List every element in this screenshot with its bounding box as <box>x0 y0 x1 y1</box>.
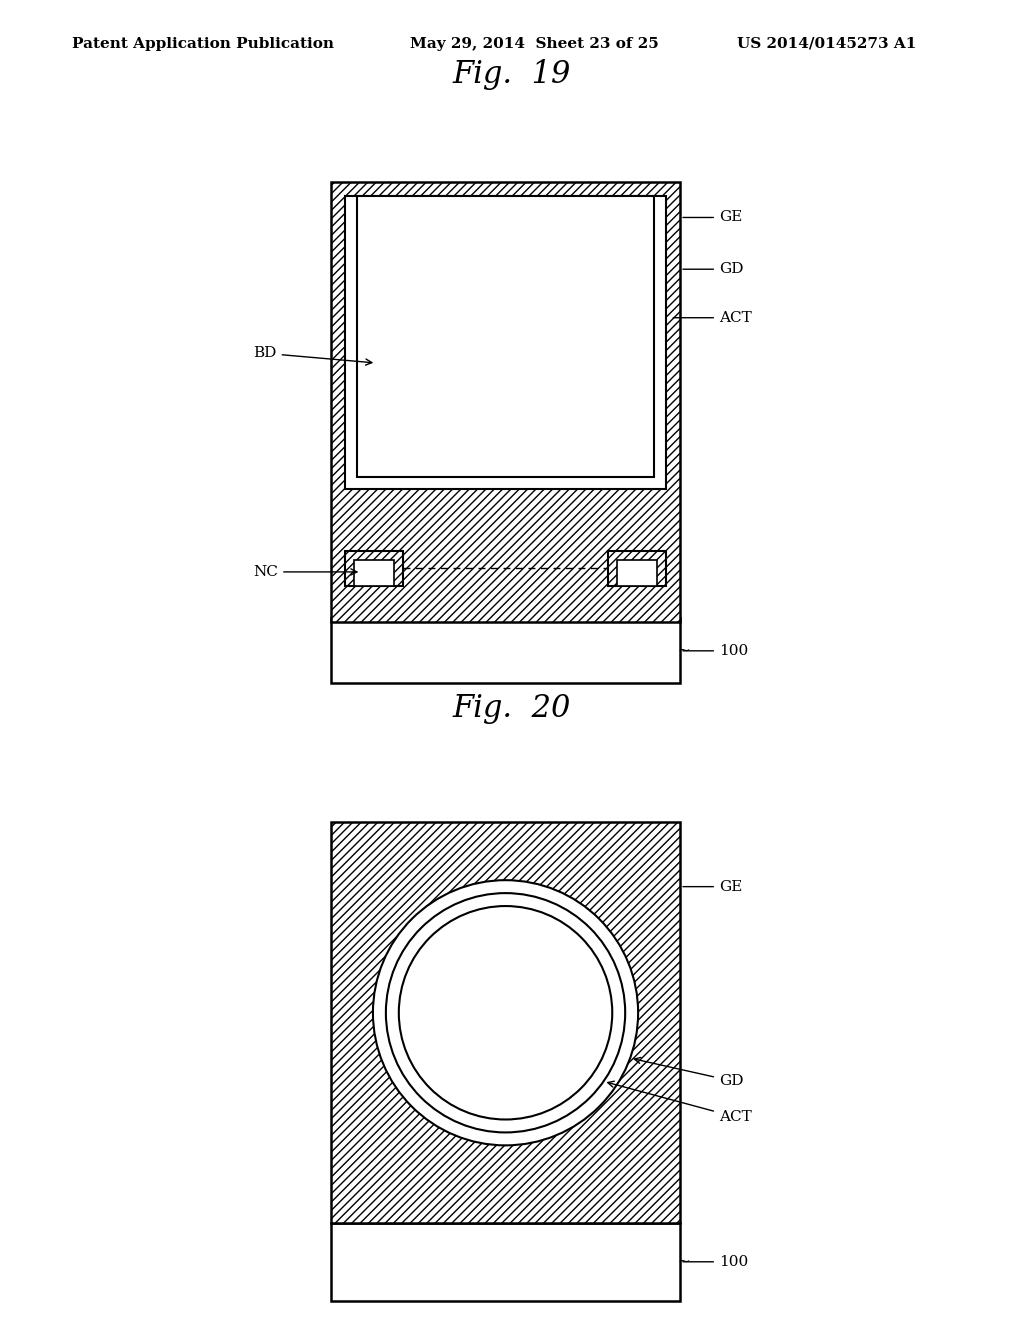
Bar <box>607 550 666 586</box>
Bar <box>345 197 666 490</box>
Bar <box>331 182 680 622</box>
Circle shape <box>386 894 626 1133</box>
Bar <box>354 560 394 586</box>
Bar <box>345 550 403 586</box>
Bar <box>616 560 656 586</box>
Text: Fig.  19: Fig. 19 <box>453 59 571 90</box>
Text: GE: GE <box>683 879 742 894</box>
Circle shape <box>373 880 638 1146</box>
Bar <box>331 822 680 1222</box>
Text: NC: NC <box>253 565 357 579</box>
Text: ACT: ACT <box>673 310 752 325</box>
Text: 100: 100 <box>683 1255 749 1269</box>
Text: GE: GE <box>683 210 742 224</box>
Text: May 29, 2014  Sheet 23 of 25: May 29, 2014 Sheet 23 of 25 <box>410 37 658 51</box>
Text: GD: GD <box>634 1057 743 1088</box>
Text: ∼: ∼ <box>677 1255 690 1269</box>
Circle shape <box>398 906 612 1119</box>
Text: Patent Application Publication: Patent Application Publication <box>72 37 334 51</box>
Text: GD: GD <box>683 263 743 276</box>
Bar <box>331 1222 680 1300</box>
Text: 100: 100 <box>683 644 749 657</box>
Text: US 2014/0145273 A1: US 2014/0145273 A1 <box>737 37 916 51</box>
Text: ∼: ∼ <box>677 644 690 657</box>
Text: ACT: ACT <box>607 1081 752 1123</box>
Bar <box>331 619 680 684</box>
Bar <box>356 197 654 478</box>
Text: Fig.  20: Fig. 20 <box>453 693 571 723</box>
Text: BD: BD <box>253 346 372 366</box>
